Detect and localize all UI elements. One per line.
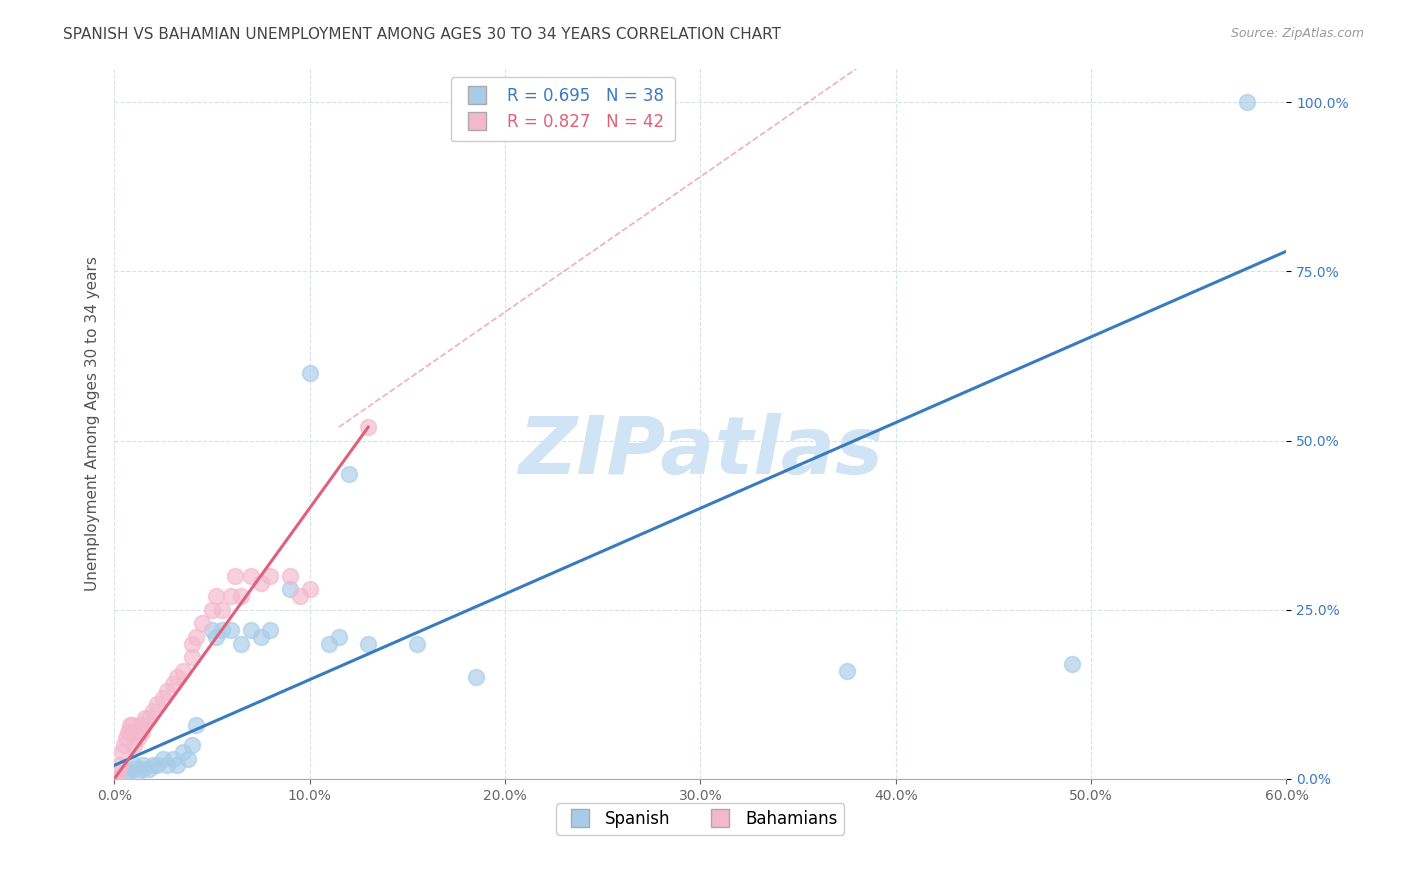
Point <box>162 751 184 765</box>
Text: SPANISH VS BAHAMIAN UNEMPLOYMENT AMONG AGES 30 TO 34 YEARS CORRELATION CHART: SPANISH VS BAHAMIAN UNEMPLOYMENT AMONG A… <box>63 27 782 42</box>
Point <box>204 589 226 603</box>
Point <box>156 758 179 772</box>
Point <box>221 589 243 603</box>
Point <box>166 758 188 772</box>
Point <box>117 724 139 739</box>
Point <box>259 623 281 637</box>
Point <box>249 575 271 590</box>
Point <box>259 569 281 583</box>
Point <box>298 582 321 597</box>
Point <box>152 751 174 765</box>
Point <box>239 569 262 583</box>
Point <box>138 762 160 776</box>
Point <box>127 731 149 746</box>
Point <box>1060 657 1083 671</box>
Point <box>121 718 143 732</box>
Point <box>288 589 311 603</box>
Point <box>122 724 145 739</box>
Point <box>156 684 179 698</box>
Point <box>122 762 145 776</box>
Point <box>224 569 246 583</box>
Point <box>172 745 194 759</box>
Point <box>231 589 253 603</box>
Point <box>142 704 165 718</box>
Point <box>134 711 156 725</box>
Point <box>186 630 208 644</box>
Point <box>103 772 125 786</box>
Point <box>132 758 155 772</box>
Point <box>337 467 360 482</box>
Point <box>181 650 204 665</box>
Point <box>115 731 138 746</box>
Point <box>127 765 149 780</box>
Point <box>117 765 139 780</box>
Point <box>1236 95 1258 110</box>
Point <box>132 718 155 732</box>
Y-axis label: Unemployment Among Ages 30 to 34 years: Unemployment Among Ages 30 to 34 years <box>86 256 100 591</box>
Text: ZIPatlas: ZIPatlas <box>517 413 883 491</box>
Point <box>181 637 204 651</box>
Point <box>118 718 141 732</box>
Legend: Spanish, Bahamians: Spanish, Bahamians <box>557 803 844 835</box>
Point <box>111 745 134 759</box>
Point <box>131 724 153 739</box>
Point <box>278 569 301 583</box>
Point <box>231 637 253 651</box>
Point <box>181 738 204 752</box>
Point <box>406 637 429 651</box>
Point <box>132 762 155 776</box>
Point <box>162 677 184 691</box>
Point <box>357 637 380 651</box>
Point <box>138 711 160 725</box>
Point <box>835 664 858 678</box>
Point <box>152 690 174 705</box>
Point <box>177 751 200 765</box>
Point <box>107 765 129 780</box>
Point <box>122 738 145 752</box>
Point <box>128 718 150 732</box>
Point <box>191 616 214 631</box>
Point <box>328 630 350 644</box>
Point <box>186 718 208 732</box>
Point <box>278 582 301 597</box>
Text: Source: ZipAtlas.com: Source: ZipAtlas.com <box>1230 27 1364 40</box>
Point <box>142 758 165 772</box>
Point <box>172 664 194 678</box>
Point <box>122 758 145 772</box>
Point <box>211 623 233 637</box>
Point <box>118 724 141 739</box>
Point <box>146 698 169 712</box>
Point <box>464 670 486 684</box>
Point <box>318 637 340 651</box>
Point <box>112 768 135 782</box>
Point <box>146 758 169 772</box>
Point <box>201 603 224 617</box>
Point <box>103 772 125 786</box>
Point <box>201 623 224 637</box>
Point <box>211 603 233 617</box>
Point <box>221 623 243 637</box>
Point <box>108 758 131 772</box>
Point <box>166 670 188 684</box>
Point <box>239 623 262 637</box>
Point <box>357 420 380 434</box>
Point <box>204 630 226 644</box>
Point <box>249 630 271 644</box>
Point <box>298 366 321 380</box>
Point <box>112 738 135 752</box>
